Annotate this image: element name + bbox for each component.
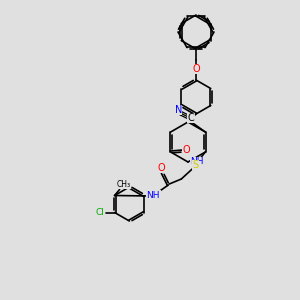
Text: N: N (175, 105, 182, 115)
Text: NH: NH (190, 158, 204, 166)
Text: Cl: Cl (95, 208, 104, 217)
Text: C: C (188, 113, 195, 123)
Text: O: O (158, 163, 165, 173)
Text: CH₃: CH₃ (116, 180, 131, 189)
Text: NH: NH (147, 190, 160, 200)
Text: O: O (183, 145, 190, 155)
Text: O: O (192, 64, 200, 74)
Text: S: S (192, 160, 198, 170)
